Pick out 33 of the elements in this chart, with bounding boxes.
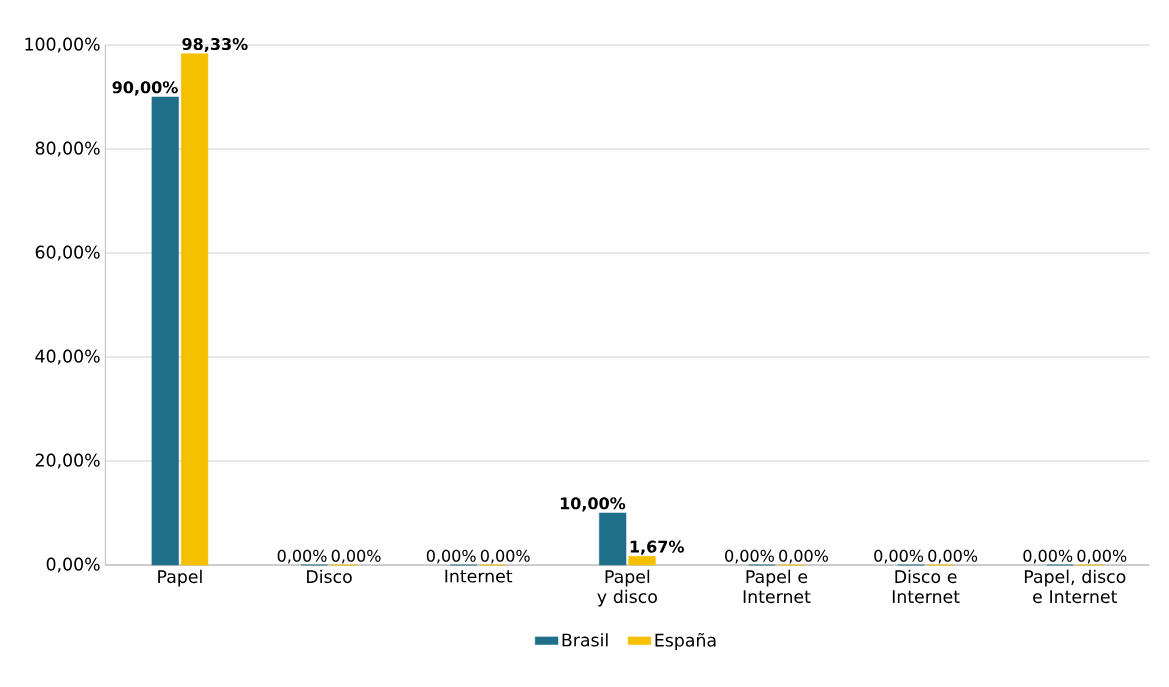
data-label: 0,00%: [928, 549, 978, 564]
x-tick-label: Papel, disco e Internet: [1024, 569, 1126, 604]
bar: [180, 53, 209, 566]
bar: [628, 556, 656, 566]
data-label: 10,00%: [560, 497, 626, 512]
y-tick-label: 60,00%: [35, 245, 100, 261]
data-label: 0,00%: [426, 549, 476, 564]
x-tick-label: Papel e Internet: [743, 569, 811, 604]
data-label: 0,00%: [1077, 549, 1127, 564]
y-tick-label: 0,00%: [46, 557, 100, 573]
data-label: 0,00%: [725, 549, 774, 564]
legend-label: Brasil: [562, 633, 608, 647]
data-label: 0,00%: [779, 549, 829, 564]
y-tick-label: 40,00%: [35, 349, 100, 365]
data-label: 1,67%: [630, 540, 684, 555]
y-tick-label: 100,00%: [25, 37, 100, 53]
bar: [151, 96, 179, 566]
data-label: 90,00%: [112, 81, 178, 96]
y-tick-label: 20,00%: [35, 453, 100, 469]
data-label: 98,33%: [182, 37, 248, 53]
x-tick-label: Disco: [307, 569, 352, 584]
x-tick-label: Disco e Internet: [892, 569, 960, 604]
bar: [599, 512, 627, 566]
data-label: 0,00%: [480, 549, 530, 564]
data-label: 0,00%: [874, 549, 924, 564]
x-tick-label: Papel: [158, 569, 202, 587]
x-tick-label: Internet: [445, 569, 513, 583]
legend-label: España: [655, 633, 716, 651]
data-label: 0,00%: [277, 549, 327, 564]
x-tick-label: Papel y disco: [597, 569, 657, 607]
data-label: 0,00%: [1023, 549, 1073, 564]
y-tick-label: 80,00%: [35, 141, 100, 157]
data-label: 0,00%: [331, 549, 381, 564]
